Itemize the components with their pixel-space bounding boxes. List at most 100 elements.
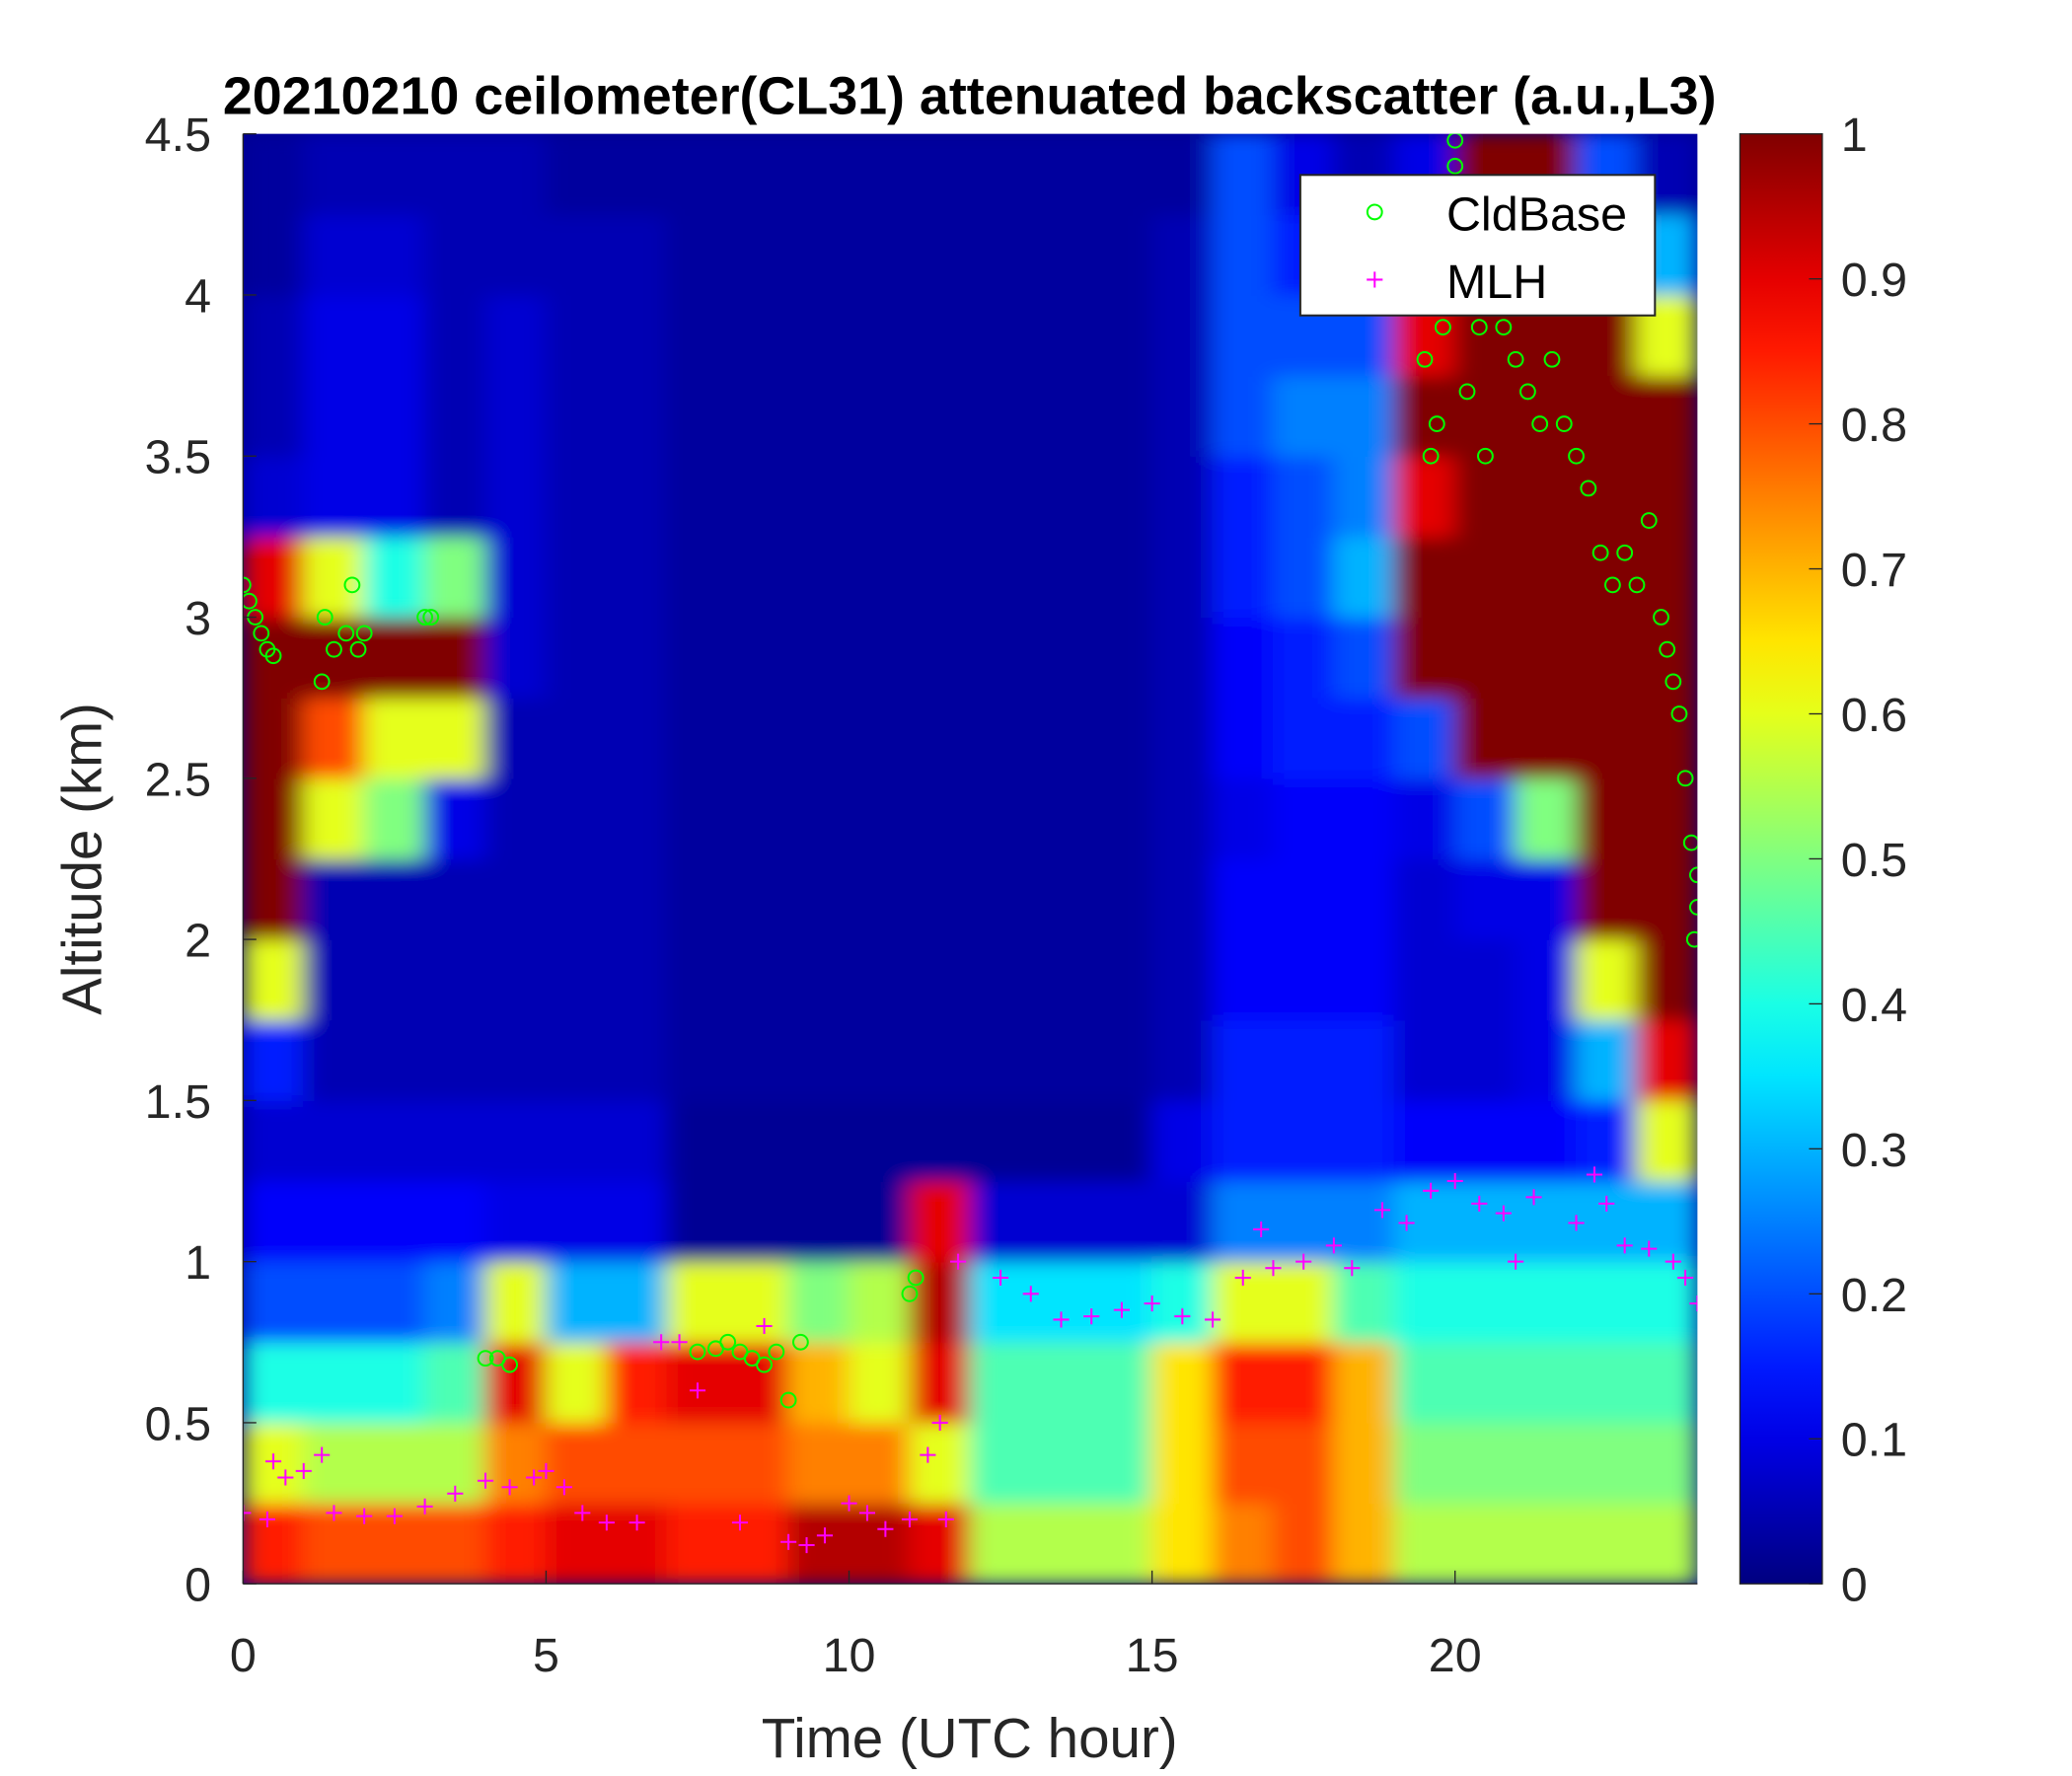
- heatmap-cell: [848, 374, 911, 457]
- heatmap-cell: [1515, 616, 1578, 699]
- cldbase-point: [1640, 512, 1658, 529]
- heatmap-cell: [1636, 1422, 1698, 1505]
- heatmap-cell: [1090, 1260, 1153, 1343]
- heatmap-cell: [1150, 536, 1214, 619]
- heatmap-cell: [1393, 374, 1456, 457]
- y-tick-label: 0: [185, 1559, 211, 1612]
- heatmap-cell: [423, 1099, 486, 1182]
- heatmap-cell: [1272, 616, 1335, 699]
- heatmap-cell: [606, 213, 668, 296]
- heatmap-cell: [787, 294, 851, 377]
- heatmap-cell: [1150, 1341, 1214, 1424]
- mlh-point: [1677, 1269, 1694, 1287]
- cldbase-point: [1555, 415, 1573, 432]
- heatmap-cell: [848, 1180, 911, 1263]
- heatmap-cell: [243, 133, 305, 215]
- heatmap-cell: [848, 1099, 911, 1182]
- heatmap-cell: [1575, 1019, 1638, 1102]
- heatmap-cell: [1030, 133, 1092, 215]
- heatmap-cell: [1393, 616, 1456, 699]
- heatmap-cell: [423, 616, 486, 699]
- heatmap-cell: [1515, 1260, 1578, 1343]
- mlh-point: [877, 1520, 894, 1537]
- heatmap-cell: [303, 294, 365, 377]
- heatmap-cell: [1150, 294, 1214, 377]
- colorbar-tick-label: 0.3: [1841, 1124, 1907, 1177]
- heatmap-cell: [787, 374, 851, 457]
- heatmap-cell: [545, 857, 608, 940]
- heatmap-cell: [909, 374, 972, 457]
- heatmap-cell: [666, 536, 729, 619]
- heatmap-cell: [484, 455, 548, 538]
- heatmap-cell: [969, 697, 1032, 779]
- heatmap-cell: [545, 294, 608, 377]
- mlh-point: [259, 1511, 275, 1527]
- mlh-point: [937, 1511, 954, 1527]
- mlh-point: [1344, 1260, 1361, 1277]
- heatmap-cell: [666, 1502, 729, 1585]
- heatmap-cell: [727, 697, 789, 779]
- mlh-point: [326, 1505, 342, 1521]
- mlh-point: [1113, 1301, 1130, 1318]
- heatmap-cell: [606, 938, 668, 1021]
- heatmap-cell: [1272, 1099, 1335, 1182]
- heatmap-cell: [666, 133, 729, 215]
- heatmap-cell: [1515, 938, 1578, 1021]
- mlh-point: [264, 1453, 282, 1470]
- heatmap-cell: [1393, 938, 1456, 1021]
- cldbase-point: [253, 625, 270, 642]
- heatmap-cell: [848, 1260, 911, 1343]
- heatmap-cell: [909, 133, 972, 215]
- heatmap-cell: [363, 1099, 426, 1182]
- heatmap-cell: [484, 213, 548, 296]
- cldbase-point: [313, 673, 331, 691]
- heatmap-cell: [1212, 1099, 1275, 1182]
- heatmap-cell: [666, 1099, 729, 1182]
- cldbase-point: [1688, 899, 1698, 916]
- heatmap-cell: [1333, 777, 1395, 860]
- heatmap-cell: [1393, 455, 1456, 538]
- cldbase-point: [349, 640, 367, 658]
- heatmap-cell: [243, 616, 305, 699]
- heatmap-cell: [423, 857, 486, 940]
- heatmap-cell: [909, 777, 972, 860]
- heatmap-cell: [666, 1180, 729, 1263]
- heatmap-cell: [243, 1099, 305, 1182]
- heatmap-cell: [243, 938, 305, 1021]
- mlh-point: [671, 1334, 688, 1351]
- heatmap-cell: [1090, 294, 1153, 377]
- heatmap-cell: [727, 536, 789, 619]
- colorbar-tick-label: 0.4: [1841, 979, 1907, 1032]
- heatmap-cell: [787, 213, 851, 296]
- heatmap-cell: [363, 536, 426, 619]
- heatmap-cell: [1272, 938, 1335, 1021]
- x-tick-label: 0: [230, 1629, 257, 1682]
- y-tick-label: 4.5: [145, 109, 211, 162]
- heatmap-cell: [1333, 857, 1395, 940]
- x-tick-label: 5: [533, 1629, 559, 1682]
- heatmap-cell: [1150, 1019, 1214, 1102]
- heatmap-cell: [1272, 455, 1335, 538]
- cldbase-point: [791, 1333, 809, 1351]
- heatmap-cell: [1575, 1180, 1638, 1263]
- mlh-point: [992, 1269, 1009, 1287]
- colorbar-tick-label: 0.8: [1841, 399, 1907, 452]
- mlh-point: [1423, 1182, 1440, 1199]
- heatmap-cell: [727, 1099, 789, 1182]
- mlh-point: [816, 1527, 834, 1544]
- heatmap-cell: [1150, 1422, 1214, 1505]
- heatmap-cell: [484, 374, 548, 457]
- heatmap-cell: [303, 1260, 365, 1343]
- heatmap-cell: [727, 455, 789, 538]
- heatmap-cell: [727, 616, 789, 699]
- cldbase-point: [326, 640, 342, 658]
- mlh-point: [501, 1479, 518, 1496]
- heatmap-cell: [545, 1341, 608, 1424]
- heatmap-cell: [848, 1502, 911, 1585]
- y-tick-label: 2: [185, 915, 211, 968]
- heatmap-cell: [1212, 1422, 1275, 1505]
- heatmap-cell: [848, 777, 911, 860]
- heatmap-cell: [243, 857, 305, 940]
- mlh-point: [1373, 1202, 1391, 1219]
- mlh-point: [1586, 1166, 1603, 1183]
